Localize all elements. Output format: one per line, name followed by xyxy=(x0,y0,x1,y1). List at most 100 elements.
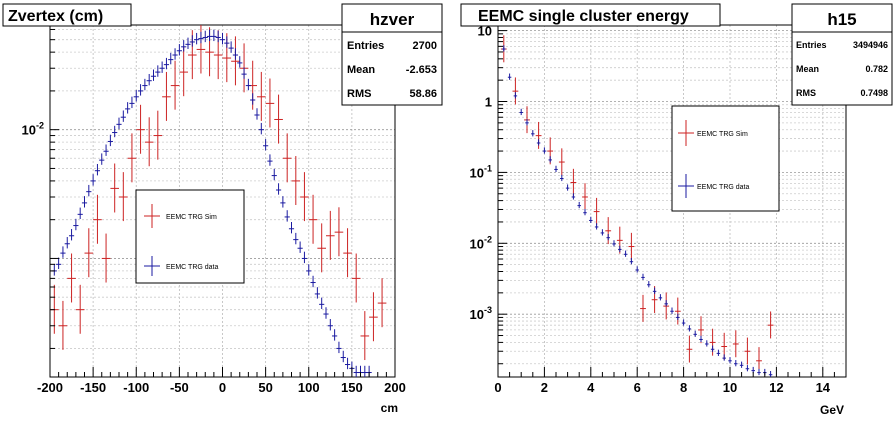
data-point xyxy=(185,37,191,49)
data-point xyxy=(232,48,239,60)
cluster-energy-panel: 0 2 4 6 8 10 12 14 10 1 10-1 10-2 10-3 EEMC single c… xyxy=(460,3,893,417)
data-point xyxy=(565,184,570,191)
data-point xyxy=(280,196,286,208)
stats-label-rms: RMS xyxy=(347,88,371,100)
legend-data-label: EEMC TRG data xyxy=(697,184,749,191)
chart-title: EEMC single cluster energy xyxy=(478,8,689,25)
data-point xyxy=(513,92,518,99)
stats-label-mean: Mean xyxy=(796,64,819,74)
x-tick-label: 6 xyxy=(634,380,641,395)
title-box xyxy=(2,3,132,27)
data-point xyxy=(705,340,709,347)
y-tick-label: 10-1 xyxy=(470,163,492,180)
data-point xyxy=(293,232,299,245)
sim-point xyxy=(291,156,301,206)
data-point xyxy=(336,341,342,354)
stats-value-rms: 58.86 xyxy=(409,88,437,100)
sim-point xyxy=(317,223,326,273)
data-point xyxy=(181,40,187,52)
data-point xyxy=(137,84,144,96)
data-point xyxy=(676,313,680,320)
sim-point xyxy=(570,168,577,196)
data-point xyxy=(577,201,581,209)
data-point xyxy=(681,319,686,326)
legend: EEMC TRG Sim EEMC TRG data xyxy=(135,189,245,284)
data-point xyxy=(641,273,645,280)
data-point xyxy=(310,275,316,288)
sim-point xyxy=(265,78,275,128)
x-tick-label: 50 xyxy=(258,380,272,395)
sim-point xyxy=(144,117,154,167)
data-point xyxy=(133,90,139,102)
data-point xyxy=(194,32,200,45)
data-point xyxy=(263,139,269,151)
sim-point xyxy=(628,232,635,260)
data-marks xyxy=(50,25,387,377)
sim-point xyxy=(67,253,76,303)
data-point xyxy=(176,44,182,56)
x-tick-label: -150 xyxy=(80,380,106,395)
data-point xyxy=(600,229,605,236)
y-tick-label: 10-2 xyxy=(22,121,44,138)
sim-point xyxy=(282,133,292,183)
data-point xyxy=(507,73,512,80)
y-tick-label: 10-3 xyxy=(470,305,492,322)
data-point xyxy=(629,257,634,265)
stats-label-entries: Entries xyxy=(796,40,827,50)
data-point xyxy=(60,246,66,258)
data-point xyxy=(94,163,101,176)
x-tick-label: 14 xyxy=(816,380,831,395)
data-point xyxy=(245,78,251,91)
data-point xyxy=(224,36,230,48)
data-point xyxy=(548,156,552,163)
data-point xyxy=(116,117,122,130)
data-point xyxy=(129,96,135,109)
sim-point xyxy=(512,77,519,105)
x-tick-label: 0 xyxy=(494,380,501,395)
data-point xyxy=(734,360,738,367)
sim-point xyxy=(119,172,128,222)
sim-point xyxy=(101,233,111,283)
data-point xyxy=(536,139,541,146)
data-point xyxy=(728,357,732,364)
data-point xyxy=(594,223,599,230)
data-point xyxy=(254,108,260,120)
stats-label-entries: Entries xyxy=(347,40,384,52)
sim-point xyxy=(674,297,681,325)
data-point xyxy=(583,209,587,216)
data-point xyxy=(56,257,62,269)
data-point xyxy=(319,297,325,310)
stats-box: hzver Entries 2700 Mean -2.653 RMS 58.86 xyxy=(341,3,443,106)
sim-point xyxy=(231,36,240,86)
data-point xyxy=(267,154,273,166)
data-point xyxy=(722,354,726,361)
data-point xyxy=(284,210,290,222)
data-point xyxy=(215,30,221,43)
stats-value-mean: -2.653 xyxy=(406,64,437,76)
stats-title: hzver xyxy=(370,10,415,29)
sim-point xyxy=(75,284,85,334)
axis-ticks: 0 2 4 6 8 10 12 14 10 1 10-1 10-2 10-3 xyxy=(470,24,847,395)
stats-value-entries: 2700 xyxy=(413,40,437,52)
data-point xyxy=(189,35,195,47)
data-point xyxy=(652,287,657,294)
sim-point xyxy=(127,133,137,183)
data-point xyxy=(275,183,282,195)
x-axis-label: cm xyxy=(381,401,398,415)
data-point xyxy=(560,174,564,182)
title-box xyxy=(460,3,721,27)
data-point xyxy=(693,330,697,337)
data-point xyxy=(301,251,308,264)
data-point xyxy=(172,48,178,60)
data-point xyxy=(589,216,593,224)
data-point xyxy=(687,325,692,332)
x-tick-label: 150 xyxy=(341,380,363,395)
sim-point xyxy=(744,337,751,365)
data-point xyxy=(739,361,744,368)
data-point xyxy=(142,78,148,91)
data-point xyxy=(271,168,277,181)
data-point xyxy=(554,165,558,173)
legend-data-marker xyxy=(144,256,160,276)
chart-title: Zvertex (cm) xyxy=(8,8,103,25)
